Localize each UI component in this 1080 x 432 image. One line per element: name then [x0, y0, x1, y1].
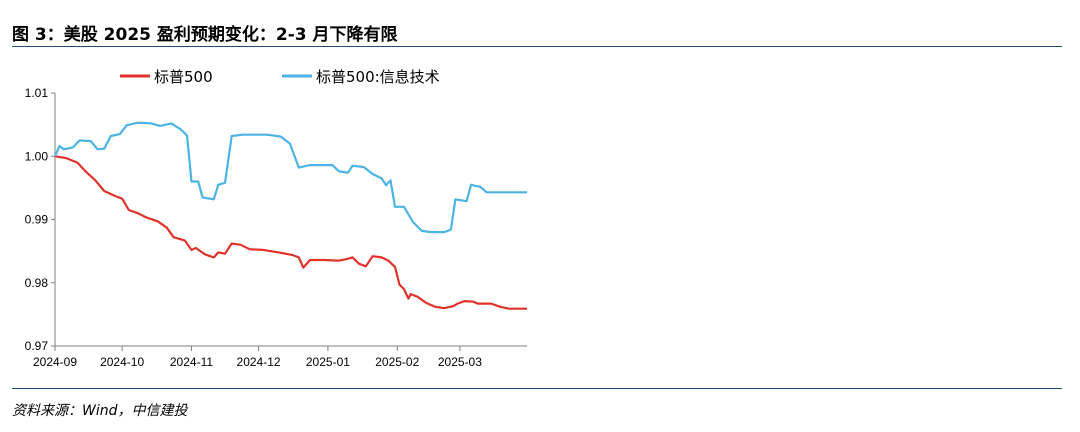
x-tick-label: 2024-11 [170, 355, 213, 369]
chart-series [53, 121, 527, 310]
y-tick-label: 0.97 [25, 339, 49, 353]
line-chart: 标普500 标普500:信息技术 0.97 0.98 0.99 1.00 1.01 2024… [25, 68, 527, 369]
series-line-1 [54, 155, 527, 310]
x-tick-label: 2024-09 [33, 355, 77, 369]
legend-label-2: 标普500:信息技术 [316, 68, 440, 86]
x-tick-label: 2025-01 [306, 355, 350, 369]
x-tick-label: 2025-03 [438, 355, 482, 369]
chart-title: 图 3：美股 2025 盈利预期变化：2-3 月下降有限 [12, 25, 398, 45]
legend-label-1: 标普500 [154, 68, 213, 86]
x-tick-label: 2025-02 [375, 355, 419, 369]
header-divider [12, 46, 1062, 47]
x-tick-label: 2024-10 [100, 355, 144, 369]
source-note: 资料来源：Wind，中信建投 [12, 403, 188, 419]
y-tick-label: 1.01 [25, 86, 49, 100]
footer-divider [12, 388, 1062, 389]
series-line-2 [53, 121, 527, 234]
y-tick-label: 1.00 [25, 149, 49, 163]
x-tick-label: 2024-12 [237, 355, 281, 369]
chart-axes: 0.97 0.98 0.99 1.00 1.01 2024-09 2024-10 2024-1… [25, 86, 527, 369]
y-tick-label: 0.99 [25, 213, 49, 227]
chart-legend: 标普500 标普500:信息技术 [120, 68, 440, 86]
y-tick-label: 0.98 [25, 276, 49, 290]
